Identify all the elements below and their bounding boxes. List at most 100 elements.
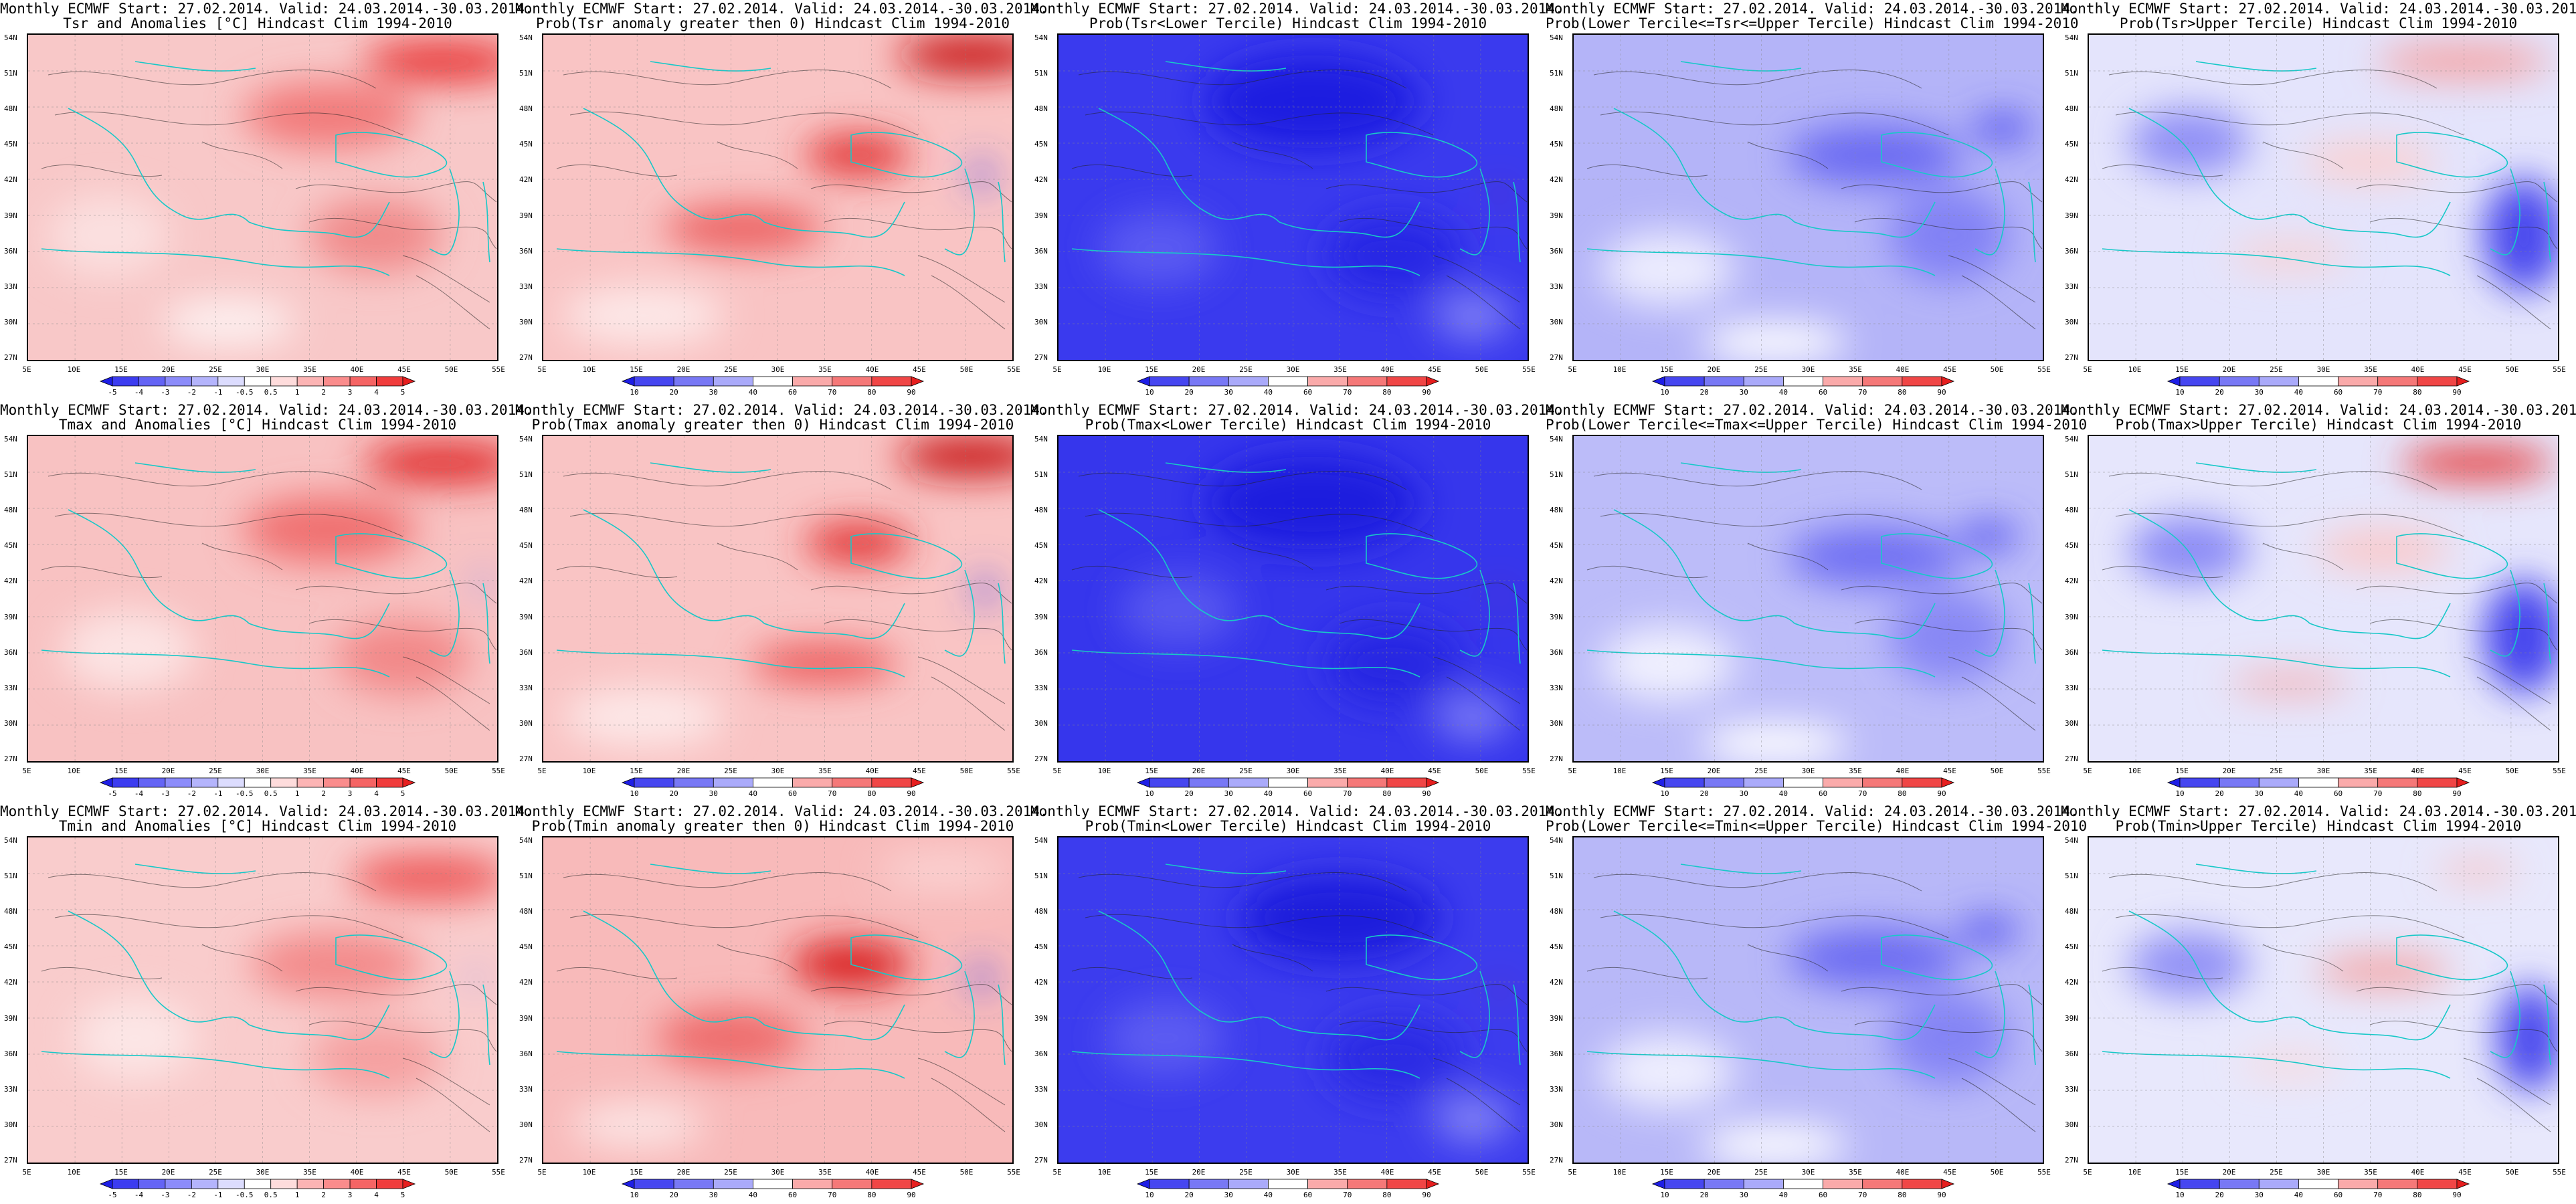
field-patch (570, 1102, 704, 1148)
panel-title-line1: Monthly ECMWF Start: 27.02.2014. Valid: … (515, 803, 1048, 819)
coastline (2102, 649, 2451, 678)
lat-tick-label: 30N (4, 718, 17, 728)
lon-tick-label: 30E (771, 365, 785, 374)
panel-title-line2: Prob(Lower Tercile<=Tmin<=Upper Tercile)… (1546, 818, 2088, 834)
colorbar-segment (621, 376, 635, 387)
colorbar-segment (713, 777, 753, 788)
field-patch (162, 299, 296, 346)
colorbar-tick-label: 80 (1898, 1191, 1907, 1199)
colorbar-tick-label: 70 (828, 388, 837, 397)
lon-tick-label: 45E (1943, 1168, 1956, 1177)
lat-tick-label: 51N (2065, 470, 2078, 480)
contour-line (2476, 1078, 2551, 1132)
contour-lines (1586, 70, 2043, 330)
lon-tick-label: 25E (2270, 365, 2283, 374)
coastline (1071, 1051, 1420, 1079)
colorbar-segment (1783, 376, 1823, 387)
coastline (248, 603, 390, 639)
lat-tick-label: 27N (1034, 755, 1048, 763)
lat-tick-label: 54N (1034, 33, 1048, 42)
colorbar-tick-label: 80 (2413, 789, 2422, 798)
colorbar-svg (1651, 376, 1955, 387)
colorbar-tick-label: 60 (1303, 789, 1313, 798)
lon-tick-label: 55E (492, 1168, 505, 1177)
colorbar-segment (1704, 777, 1744, 788)
colorbar-segment (99, 777, 113, 788)
contour-line (1841, 181, 2043, 203)
colorbar-tick-label: 20 (669, 388, 678, 397)
forecast-panel-tsr-anom: Monthly ECMWF Start: 27.02.2014. Valid: … (0, 0, 533, 401)
panel-title-line1: Monthly ECMWF Start: 27.02.2014. Valid: … (1546, 402, 2079, 418)
contour-line (1325, 984, 1528, 1005)
coastlines (41, 864, 490, 1079)
lat-tick-label: 33N (1034, 683, 1048, 692)
colorbar-segment (376, 376, 403, 387)
colorbar-segment (1386, 376, 1427, 387)
map-field (1574, 837, 2043, 1163)
lon-tick-label: 35E (818, 1168, 832, 1177)
colorbar-segment (1902, 376, 1942, 387)
coastlines (1071, 61, 1521, 276)
colorbar-segment (2377, 1179, 2418, 1189)
colorbar-segment (112, 777, 139, 788)
lon-tick-label: 50E (444, 767, 458, 775)
lat-tick-label: 30N (1550, 317, 1563, 326)
colorbar-segment (1664, 1179, 1705, 1189)
contour-line (201, 141, 283, 169)
lat-tick-label: 42N (1550, 175, 1563, 185)
colorbar-tick-label: 3 (347, 388, 353, 397)
lon-tick-label: 45E (913, 1168, 926, 1177)
field-patch (2497, 985, 2558, 1092)
contour-line (810, 583, 1012, 604)
map-field (2089, 837, 2558, 1163)
lat-tick-label: 54N (519, 836, 533, 845)
panel-title-line1: Monthly ECMWF Start: 27.02.2014. Valid: … (2061, 1, 2576, 17)
contour-line (1747, 542, 1829, 571)
contour-line (201, 542, 283, 571)
lat-tick-label: 42N (1034, 175, 1048, 185)
colorbar-tick-label: 40 (1263, 1191, 1273, 1199)
coastline (650, 864, 771, 874)
lon-tick-label: 35E (818, 767, 832, 775)
lat-tick-label: 36N (2065, 647, 2078, 657)
contour-line (1071, 164, 1193, 177)
colorbar-segment (2179, 777, 2220, 788)
colorbar-tick-label: 3 (347, 1191, 353, 1199)
field-patch (62, 610, 195, 690)
contour-line (2356, 984, 2558, 1005)
colorbar-segment (753, 376, 793, 387)
lat-tick-label: 33N (519, 1084, 533, 1094)
lat-tick-label: 36N (2065, 1049, 2078, 1058)
colorbar-segment (2338, 376, 2379, 387)
contour-line (563, 872, 892, 892)
field-patch (2437, 861, 2517, 881)
colorbar-tick-label: 10 (630, 789, 639, 798)
colorbar-tick-label: 80 (1382, 1191, 1392, 1199)
coastline (2195, 864, 2317, 874)
contour-line (2115, 914, 2464, 938)
lon-tick-label: 20E (1707, 365, 1721, 374)
colorbar-segment (1823, 777, 1863, 788)
colorbar-tick-label: 40 (1778, 789, 1788, 798)
colorbar-tick-label: 20 (1184, 388, 1194, 397)
colorbar-tick-label: 30 (1224, 789, 1233, 798)
lon-tick-label: 50E (1990, 1168, 2004, 1177)
colorbar-segment (402, 1179, 416, 1189)
colorbar-svg (2167, 376, 2470, 387)
coastline (2309, 201, 2451, 238)
colorbar-tick-label: 20 (1699, 388, 1709, 397)
coastline (429, 971, 460, 1058)
coastlines (2102, 462, 2551, 678)
lon-tick-label: 40E (1896, 767, 1910, 775)
lon-tick-label: 10E (2128, 767, 2142, 775)
lat-tick-label: 42N (1034, 577, 1048, 586)
map-field (543, 35, 1012, 360)
field-patch (2239, 1055, 2340, 1075)
colorbar-segment (1862, 376, 1903, 387)
forecast-panel-tmin-pos: Monthly ECMWF Start: 27.02.2014. Valid: … (515, 803, 1048, 1204)
colorbar-segment (296, 1179, 325, 1189)
contour-line (2356, 181, 2558, 203)
coastline (1513, 984, 1521, 1066)
lat-tick-label: 48N (1034, 506, 1048, 515)
lon-tick-label: 20E (676, 365, 691, 374)
